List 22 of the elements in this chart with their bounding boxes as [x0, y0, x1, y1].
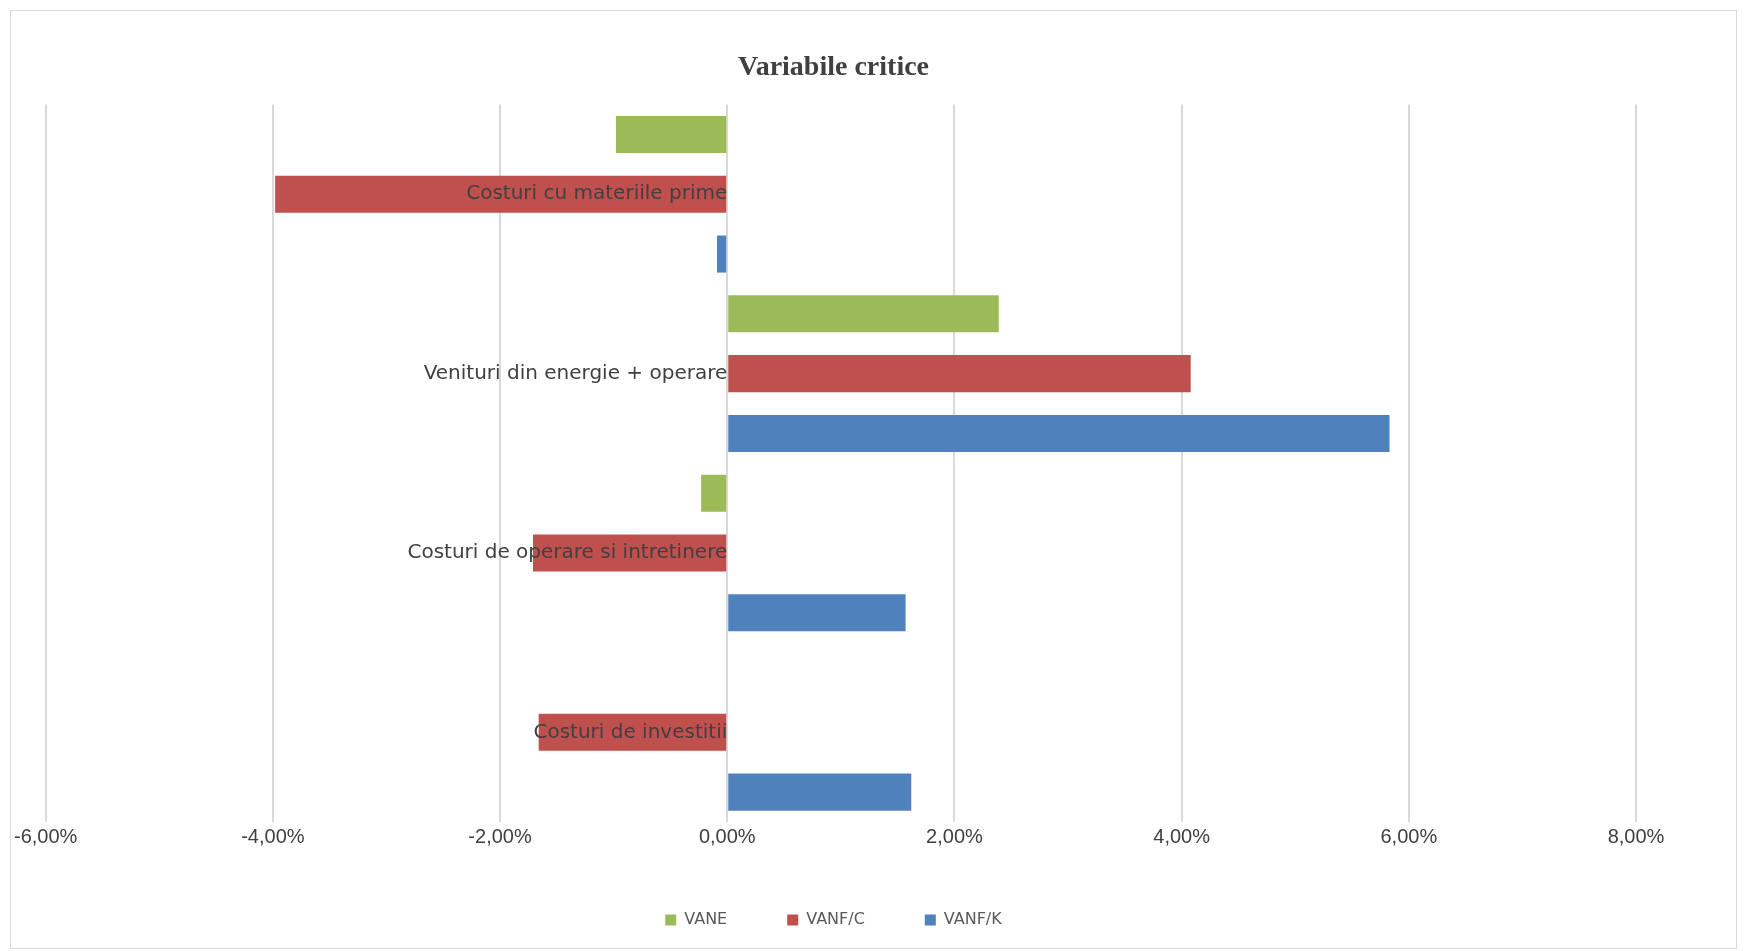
x-tick-label: 2,00% — [926, 824, 983, 847]
x-tick-label: -6,00% — [14, 824, 78, 847]
bar — [275, 175, 727, 213]
x-tick-label: 0,00% — [698, 824, 756, 847]
legend-label: VANE — [684, 909, 728, 929]
chart-title: Variabile critice — [737, 50, 930, 82]
legend-label: VANF/K — [943, 909, 1003, 929]
bar — [728, 355, 1191, 393]
bar — [717, 235, 727, 273]
x-tick-label: 4,00% — [1153, 824, 1211, 847]
bar — [615, 115, 727, 154]
bar — [728, 773, 912, 811]
x-tick-label: 6,00% — [1380, 824, 1438, 847]
x-tick-label: -2,00% — [468, 824, 532, 847]
bar — [728, 594, 906, 632]
bar — [728, 295, 999, 333]
bar — [701, 474, 727, 512]
x-tick-label: -4,00% — [241, 824, 305, 847]
x-tick-label: 8,00% — [1607, 824, 1665, 847]
legend-label: VANF/C — [806, 909, 865, 929]
y-tick-label: Venituri din energie + operare — [423, 359, 728, 384]
bar — [728, 414, 1390, 452]
